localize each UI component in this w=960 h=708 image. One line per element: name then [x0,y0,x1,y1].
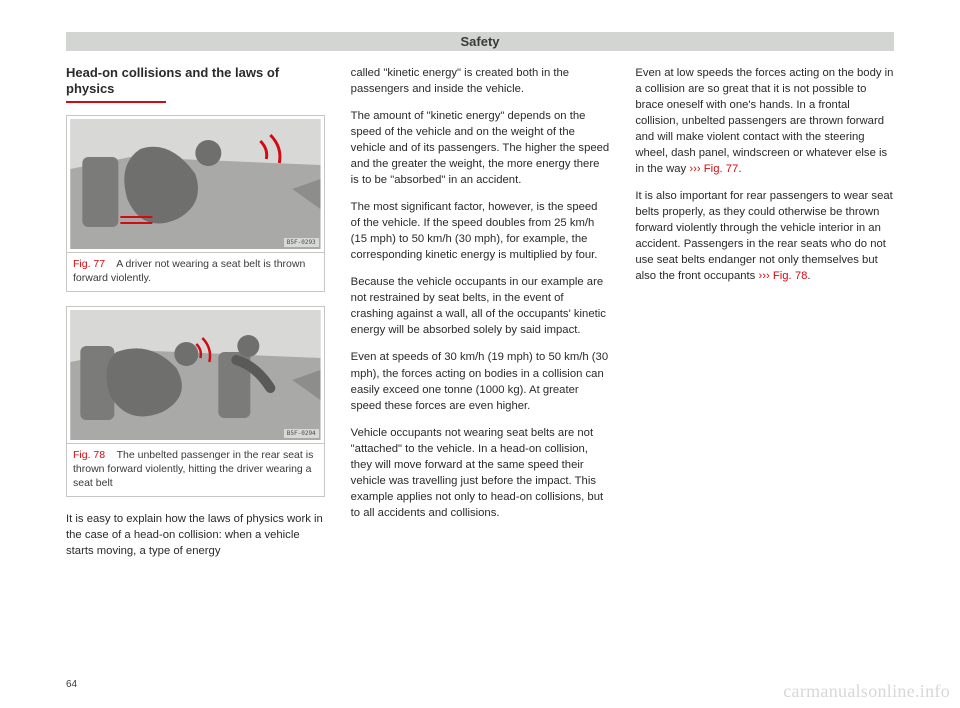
figure-77: B5F-0293 [66,115,325,253]
col3-p1-text: Even at low speeds the forces acting on … [635,67,893,175]
col2-p1: called "kinetic energy" is created both … [351,65,610,97]
section-title-line-1: Head-on collisions and the laws of [66,65,279,80]
figure-78-image: B5F-0294 [70,310,321,440]
col2-p2: The amount of "kinetic energy" depends o… [351,108,610,188]
col2-p6: Vehicle occupants not wearing seat belts… [351,425,610,521]
watermark: carmanualsonline.info [783,681,950,702]
figure-78-label: Fig. 78 [73,449,105,461]
content-columns: Head-on collisions and the laws of physi… [66,65,894,570]
page-number: 64 [66,679,77,690]
column-2: called "kinetic energy" is created both … [351,65,610,570]
figure-78-caption: Fig. 78 The unbelted passenger in the re… [66,444,325,498]
figure-77-caption: Fig. 77 A driver not wearing a seat belt… [66,253,325,292]
xref-fig-77: ››› Fig. 77 [689,163,738,175]
figure-78-code: B5F-0294 [284,429,319,438]
column-1: Head-on collisions and the laws of physi… [66,65,325,570]
section-title-line-2: physics [66,81,114,96]
col2-p3: The most significant factor, however, is… [351,199,610,263]
figure-78: B5F-0294 [66,306,325,444]
figure-78-illustration [70,310,321,440]
figure-77-label: Fig. 77 [73,258,105,270]
column-3: Even at low speeds the forces acting on … [635,65,894,570]
chapter-header: Safety [66,32,894,51]
col1-intro-paragraph: It is easy to explain how the laws of ph… [66,511,325,559]
col3-p2-text: It is also important for rear passengers… [635,190,892,282]
figure-77-image: B5F-0293 [70,119,321,249]
section-title: Head-on collisions and the laws of physi… [66,65,325,98]
figure-77-illustration [70,119,321,249]
section-underline [66,101,166,103]
col2-p5: Even at speeds of 30 km/h (19 mph) to 50… [351,349,610,413]
col2-p4: Because the vehicle occupants in our exa… [351,274,610,338]
xref-fig-78: ››› Fig. 78 [758,270,807,282]
manual-page: Safety Head-on collisions and the laws o… [0,0,960,570]
col3-p1: Even at low speeds the forces acting on … [635,65,894,177]
col3-p2: It is also important for rear passengers… [635,188,894,284]
figure-77-code: B5F-0293 [284,238,319,247]
